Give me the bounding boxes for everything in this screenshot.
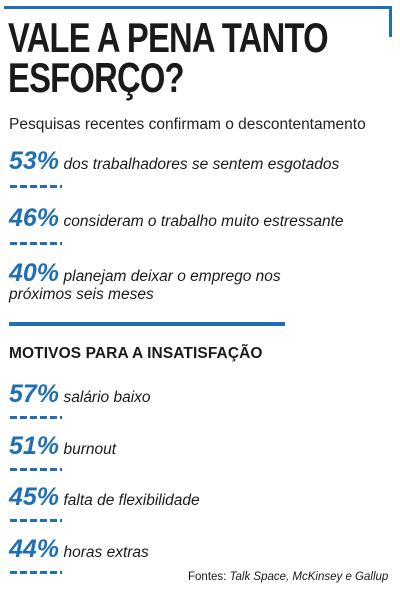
reason-item: 51% burnout bbox=[9, 432, 116, 461]
reason-text: burnout bbox=[63, 441, 117, 458]
dashed-underline bbox=[10, 519, 62, 522]
stat-item: 46% consideram o trabalho muito estressa… bbox=[9, 204, 344, 233]
dashed-underline bbox=[10, 571, 62, 574]
stat-value: 53% bbox=[9, 147, 60, 175]
reason-item: 57% salário baixo bbox=[9, 380, 151, 409]
section-title: MOTIVOS PARA A INSATISFAÇÃO bbox=[9, 345, 263, 362]
section-divider bbox=[9, 322, 285, 326]
subtitle: Pesquisas recentes confirmam o desconten… bbox=[9, 116, 366, 133]
stat-value: 46% bbox=[9, 204, 60, 232]
reason-text: horas extras bbox=[63, 544, 149, 561]
source-credit: Fontes: Talk Space, McKinsey e Gallup bbox=[188, 571, 388, 583]
reason-value: 44% bbox=[9, 535, 60, 563]
right-frame-line bbox=[389, 6, 392, 37]
reason-value: 57% bbox=[9, 380, 60, 408]
stat-text: planejam deixar o emprego nos bbox=[63, 268, 281, 285]
stat-text: consideram o trabalho muito estressante bbox=[63, 213, 344, 230]
top-frame-line bbox=[4, 6, 392, 9]
stat-value: 40% bbox=[9, 259, 60, 287]
reason-item: 44% horas extras bbox=[9, 535, 149, 564]
stat-text-continuation: próximos seis meses bbox=[9, 286, 154, 303]
reason-value: 45% bbox=[9, 483, 60, 511]
reason-text: falta de flexibilidade bbox=[63, 492, 200, 509]
title-line-1: VALE A PENA TANTO bbox=[8, 14, 329, 61]
title-line-2: ESFORÇO? bbox=[8, 54, 185, 101]
dashed-underline bbox=[10, 242, 62, 245]
stat-item: 53% dos trabalhadores se sentem esgotado… bbox=[9, 147, 339, 176]
dashed-underline bbox=[10, 185, 62, 188]
reason-item: 45% falta de flexibilidade bbox=[9, 483, 200, 512]
dashed-underline bbox=[10, 416, 62, 419]
stat-item: 40% planejam deixar o emprego nos próxim… bbox=[9, 259, 281, 304]
dashed-underline bbox=[10, 468, 62, 471]
reason-text: salário baixo bbox=[63, 389, 151, 406]
page-title: VALE A PENA TANTO ESFORÇO? bbox=[8, 14, 329, 101]
source-label: Fontes: bbox=[188, 571, 227, 583]
source-names: Talk Space, McKinsey e Gallup bbox=[229, 571, 389, 583]
reason-value: 51% bbox=[9, 432, 60, 460]
stat-text: dos trabalhadores se sentem esgotados bbox=[63, 156, 340, 173]
